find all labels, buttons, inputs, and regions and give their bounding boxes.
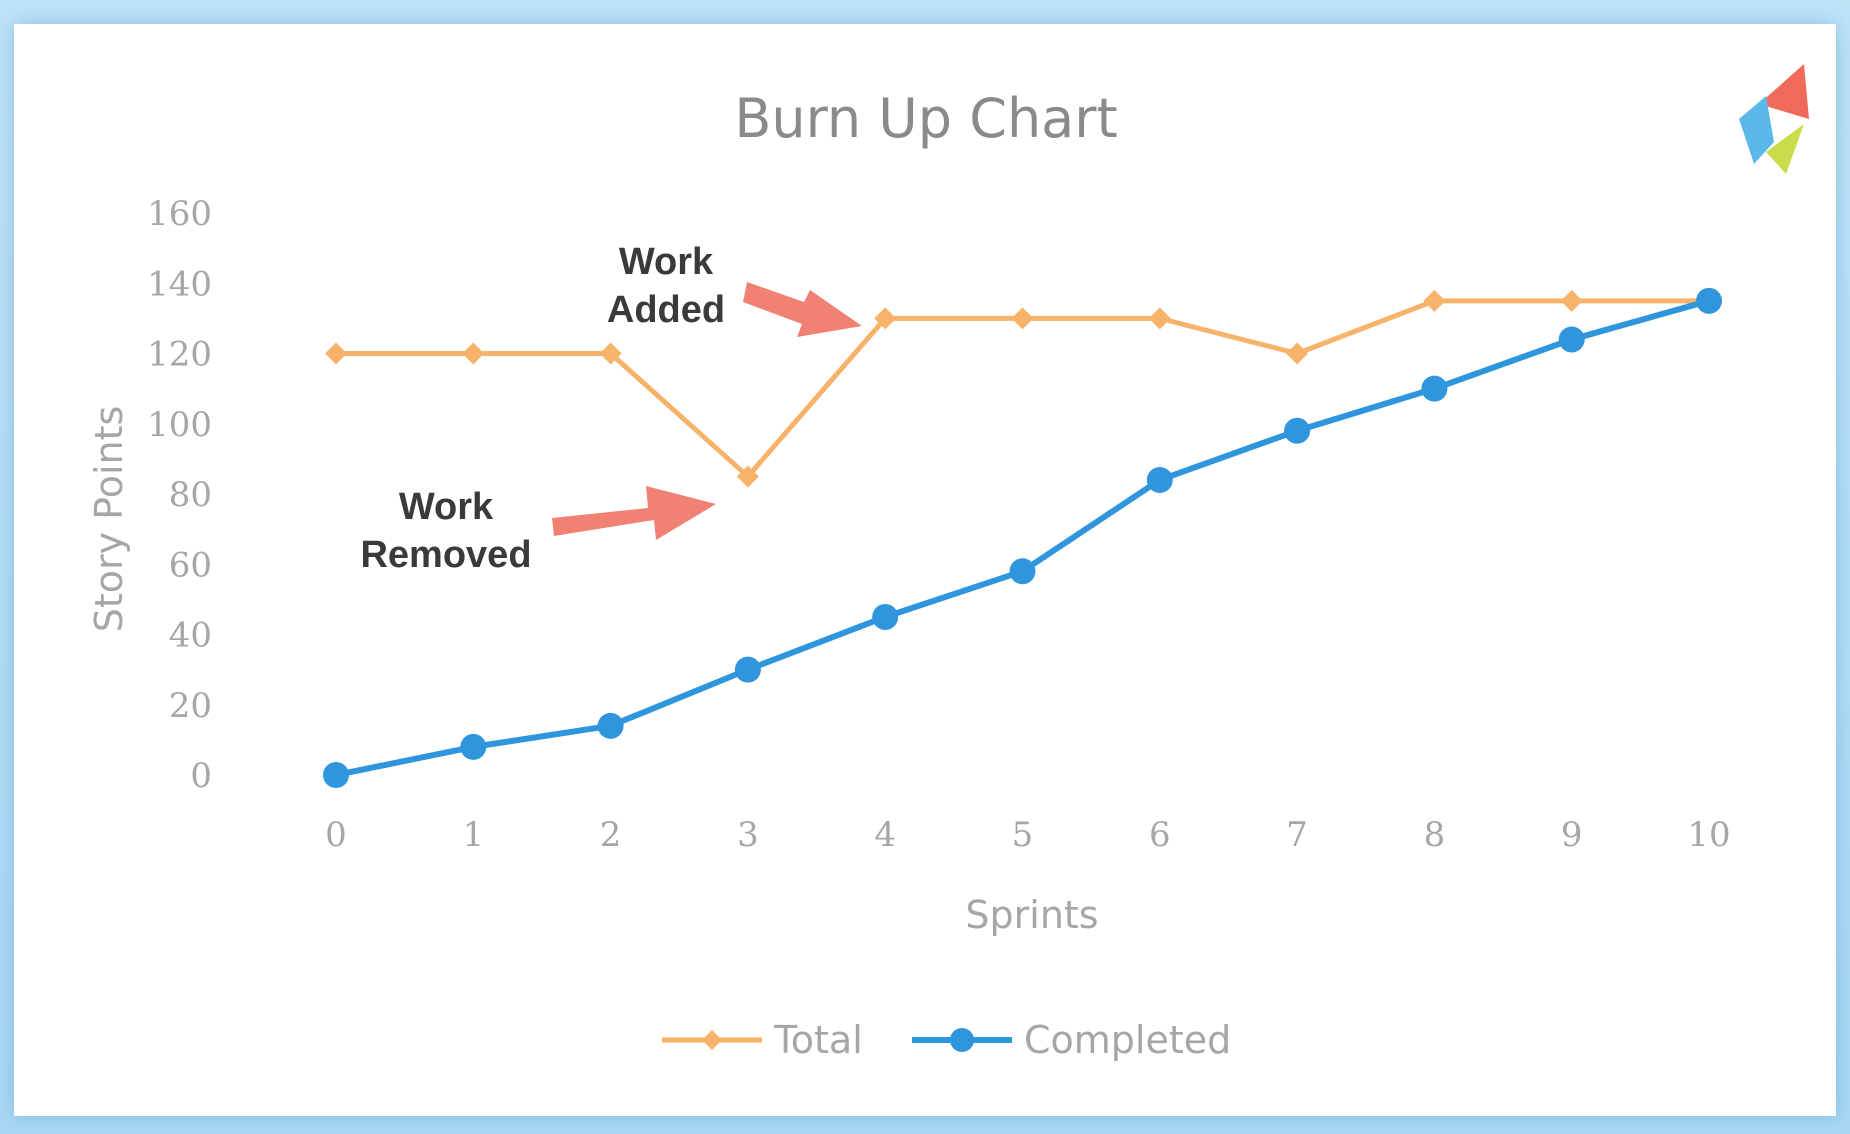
data-point-completed (597, 712, 624, 739)
data-point-completed (872, 603, 899, 630)
legend-item-completed: Completed (912, 1018, 1231, 1062)
y-tick-label: 0 (190, 756, 212, 796)
data-point-completed (1009, 558, 1036, 585)
data-point-total (1560, 289, 1583, 312)
y-tick-label: 100 (147, 405, 212, 445)
annotation-work-added: Work Added (607, 241, 862, 337)
annotation-work-removed-line1: Work (399, 486, 494, 528)
x-tick-label: 6 (1149, 815, 1171, 855)
legend: Total Completed (662, 1018, 1231, 1062)
data-point-completed (1146, 466, 1173, 493)
data-point-completed (1421, 375, 1448, 402)
legend-marker (950, 1028, 974, 1052)
arrow-right-icon (552, 486, 716, 540)
data-point-total (1011, 307, 1034, 330)
annotation-work-removed-line2: Removed (360, 534, 531, 576)
data-point-total (1148, 307, 1171, 330)
y-tick-label: 160 (147, 194, 212, 234)
data-point-total (325, 342, 347, 365)
annotation-work-added-line1: Work (619, 241, 714, 283)
x-axis-ticks: 0 1 2 3 4 5 6 7 8 9 10 (325, 815, 1730, 855)
data-point-total (874, 307, 897, 330)
logo-icon (1739, 64, 1809, 174)
arrow-right-icon (743, 282, 862, 337)
data-point-total (736, 465, 759, 488)
series-total (325, 289, 1720, 488)
y-axis-label: Story Points (87, 406, 131, 633)
series-completed (323, 287, 1722, 788)
y-tick-label: 140 (147, 264, 212, 304)
data-point-total (599, 342, 622, 365)
x-tick-label: 3 (737, 815, 759, 855)
chart-title: Burn Up Chart (734, 87, 1117, 150)
y-tick-label: 120 (147, 335, 212, 375)
data-point-total (462, 342, 485, 365)
x-tick-label: 5 (1012, 815, 1034, 855)
data-point-completed (1284, 417, 1311, 444)
data-point-completed (734, 656, 761, 683)
x-tick-label: 0 (325, 815, 347, 855)
y-tick-label: 40 (169, 616, 212, 656)
series-line-completed (333, 297, 1712, 778)
x-tick-label: 8 (1424, 815, 1446, 855)
data-point-completed (460, 733, 487, 760)
annotation-work-removed: Work Removed (360, 486, 716, 576)
data-point-total (1286, 342, 1309, 365)
data-point-completed (1558, 326, 1585, 353)
legend-label: Total (773, 1018, 863, 1062)
x-tick-label: 10 (1687, 815, 1730, 855)
x-tick-label: 4 (874, 815, 896, 855)
data-point-completed (1696, 287, 1722, 314)
legend-marker (702, 1030, 722, 1050)
annotation-work-added-line2: Added (607, 289, 725, 331)
x-tick-label: 2 (600, 815, 622, 855)
x-tick-label: 7 (1286, 815, 1308, 855)
data-point-total (1423, 289, 1446, 312)
chart-card: Burn Up Chart 0 20 40 60 80 100 120 140 160 0 1 2 3… (14, 24, 1836, 1116)
y-tick-label: 80 (169, 475, 212, 515)
legend-label: Completed (1024, 1018, 1231, 1062)
legend-item-total: Total (662, 1018, 863, 1062)
y-axis-ticks: 0 20 40 60 80 100 120 140 160 (147, 194, 212, 796)
x-tick-label: 9 (1561, 815, 1583, 855)
x-axis-label: Sprints (965, 893, 1098, 937)
data-point-completed (323, 762, 349, 788)
series-layer (323, 287, 1722, 788)
x-tick-label: 1 (462, 815, 484, 855)
burn-up-chart: Burn Up Chart 0 20 40 60 80 100 120 140 160 0 1 2 3… (87, 64, 1809, 1062)
y-tick-label: 60 (169, 545, 212, 585)
y-tick-label: 20 (169, 686, 212, 726)
